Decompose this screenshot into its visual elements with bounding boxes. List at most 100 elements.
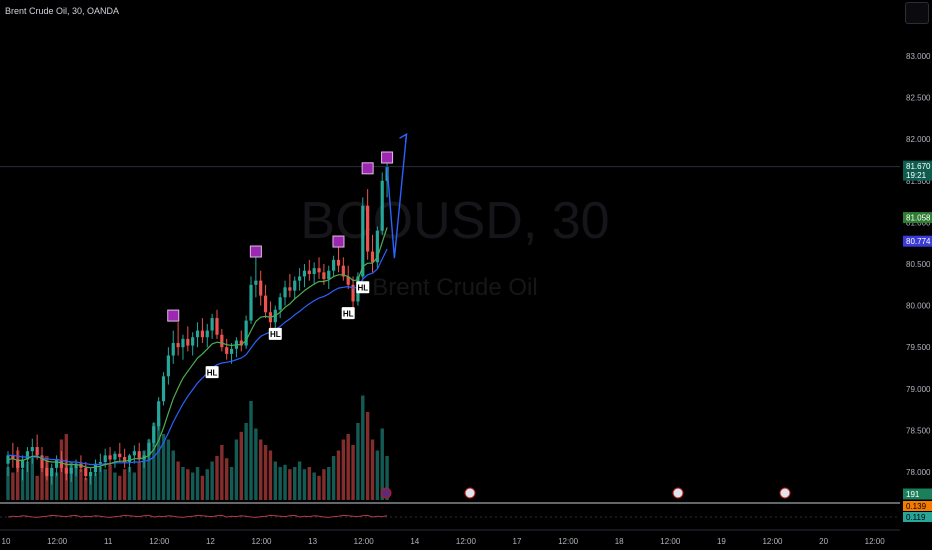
time-tick-label: 12:00 <box>865 537 886 546</box>
volume-bar <box>361 395 365 500</box>
volume-bar <box>152 423 156 500</box>
volume-bar <box>166 439 171 500</box>
time-axis[interactable]: 10 12:00 11 12:00 12 12:00 13 12:00 14 12:00 17 12:… <box>2 537 886 546</box>
candle-body <box>259 280 263 296</box>
price-tick-label: 78.000 <box>906 468 931 477</box>
candle-body <box>171 343 175 356</box>
candle-body <box>20 459 25 468</box>
candle-body <box>74 463 78 468</box>
volume-bar <box>54 472 59 500</box>
candle-body <box>16 459 20 468</box>
volume-bar <box>142 450 146 500</box>
current-price-label: 81.670 <box>906 162 931 171</box>
time-tick-label: 20 <box>819 537 828 546</box>
projection-arrow <box>380 132 791 499</box>
candle-body <box>113 453 117 460</box>
volume-bar <box>20 469 25 500</box>
candle-body <box>351 284 355 302</box>
watermark: BCOUSD, 30 Brent Crude Oil <box>300 192 609 301</box>
candle-body <box>317 268 321 273</box>
time-tick-label: 12:00 <box>149 537 170 546</box>
volume-bar <box>244 423 248 500</box>
ema-fast-line <box>7 227 388 469</box>
candle-body <box>152 426 156 443</box>
volume-bar <box>186 469 190 500</box>
volume-bar <box>176 461 180 500</box>
hl-labels: HL HL HL HL <box>205 281 370 379</box>
candle-body <box>244 320 248 346</box>
volume-bar <box>380 428 384 500</box>
oscillator-tag-2: 0.119 <box>906 513 926 522</box>
price-tick-label: 80.000 <box>906 302 931 311</box>
candle-body <box>55 459 59 468</box>
candle-body <box>220 334 224 348</box>
volume-tag: 191 <box>906 490 920 499</box>
price-tick-label: 82.500 <box>906 94 931 103</box>
candle-body <box>108 455 112 460</box>
candle-body <box>336 259 341 266</box>
candle-body <box>191 337 195 346</box>
volume-bar <box>297 461 302 500</box>
signal-marker <box>249 245 262 258</box>
candle-body <box>89 472 93 477</box>
time-tick-label: 14 <box>410 537 419 546</box>
marker-series <box>167 151 394 322</box>
volume-bar <box>200 475 205 500</box>
candle-body <box>302 270 307 277</box>
price-axis[interactable]: 83.00082.50082.00081.50081.00080.50080.0… <box>903 52 932 522</box>
oscillator-tag-1: 0.139 <box>906 502 927 511</box>
volume-bar <box>195 467 200 500</box>
time-tick-label: 12:00 <box>762 537 783 546</box>
candle-body <box>361 205 365 277</box>
volume-bar <box>79 469 83 500</box>
candle-body <box>25 451 30 460</box>
candle-body <box>118 453 122 458</box>
volume-tag-bg <box>903 488 932 500</box>
volume-bar <box>16 450 20 500</box>
volume-bar <box>268 450 273 500</box>
volume-bar <box>288 469 292 500</box>
volume-bar <box>147 439 151 500</box>
volume-bar <box>30 458 34 500</box>
symbol-title[interactable]: Brent Crude Oil, 30, OANDA <box>5 6 120 16</box>
candle-body <box>366 205 370 252</box>
candle-body <box>283 287 287 298</box>
volume-bar <box>132 472 137 500</box>
time-tick-label: 12 <box>206 537 215 546</box>
chart-settings-button[interactable] <box>905 2 929 24</box>
hl-label-box <box>268 327 282 340</box>
candle-body <box>249 284 253 321</box>
volume-bar <box>263 445 268 500</box>
candle-body <box>127 455 132 463</box>
volume-bar <box>278 467 282 500</box>
candle-body <box>132 451 136 456</box>
hl-label-text: HL <box>357 283 368 292</box>
volume-bar <box>205 469 209 500</box>
countdown-label: 19:21 <box>906 171 927 180</box>
volume-bar <box>365 412 370 500</box>
oscillator-pane <box>0 502 900 531</box>
volume-bar <box>370 439 375 500</box>
ema-slow-line <box>8 248 388 466</box>
oscillator-line <box>7 514 388 518</box>
candle-body <box>40 455 44 468</box>
volume-bar <box>273 461 277 500</box>
candle-body <box>147 442 151 456</box>
volume-bar <box>351 445 355 500</box>
candle-body <box>166 355 170 377</box>
candle-body <box>312 268 316 274</box>
candle-body <box>254 280 258 285</box>
time-tick-label: 12:00 <box>558 537 579 546</box>
time-tick-label: 10 <box>2 537 11 546</box>
time-tick-label: 13 <box>308 537 317 546</box>
hl-label-box <box>356 281 370 294</box>
volume-bar <box>307 467 312 500</box>
hl-label-text: HL <box>343 309 354 318</box>
hl-label-text: HL <box>270 330 281 339</box>
volume-bar <box>103 469 107 500</box>
candle-body <box>98 462 102 464</box>
oscillator-tag-1-bg <box>903 501 932 511</box>
volume-bar <box>312 472 316 500</box>
volume-bar <box>161 434 166 500</box>
